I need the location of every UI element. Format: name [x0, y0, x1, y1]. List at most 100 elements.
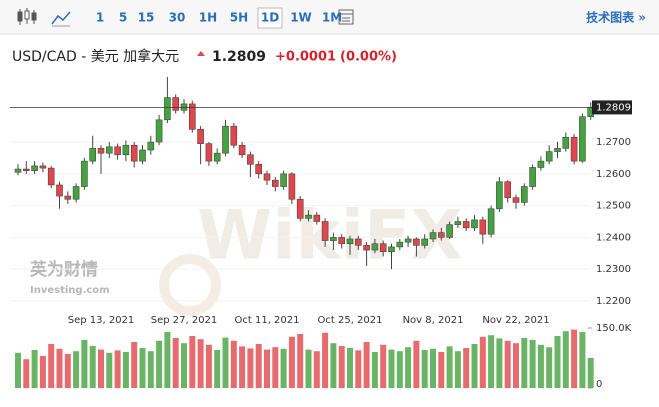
candle-body: [172, 97, 179, 111]
candle-body: [296, 198, 304, 219]
interval-button[interactable]: 1M: [322, 11, 342, 25]
volume-bar: [554, 336, 561, 388]
candle-body: [388, 246, 395, 252]
volume-bar: [430, 348, 436, 388]
candle-body: [354, 238, 362, 246]
candle-body: [520, 186, 528, 203]
candle-body: [371, 243, 379, 251]
volume-bar: [571, 329, 578, 388]
volume-bar: [39, 356, 46, 388]
interval-button[interactable]: 5: [119, 11, 127, 25]
volume-bar: [222, 337, 229, 388]
volume-bar: [438, 352, 445, 388]
volume-bar: [446, 346, 453, 388]
candle-body: [31, 165, 38, 171]
interval-button[interactable]: 1W: [290, 11, 312, 25]
volume-bar: [139, 348, 146, 388]
volume-bar: [338, 346, 345, 388]
candle-body: [429, 232, 437, 240]
volume-bar: [56, 348, 63, 388]
volume-bar: [156, 340, 163, 388]
volume-bar: [355, 350, 362, 388]
last-price: 1.2809: [212, 49, 266, 65]
volume-bar: [197, 339, 204, 388]
up-arrow: [197, 51, 205, 56]
volume-bar: [280, 348, 287, 388]
candle-body: [255, 163, 262, 175]
candle-body: [363, 245, 370, 251]
candle-body: [14, 168, 22, 173]
candle-icon[interactable]: [17, 8, 37, 25]
x-tick-label: Oct 25, 2021: [318, 315, 383, 326]
candle-body: [122, 144, 130, 156]
candle-body: [288, 173, 296, 200]
y-tick-label: 1.2700: [596, 137, 631, 148]
candle-body: [421, 238, 429, 246]
volume-bar: [205, 344, 212, 388]
interval-button[interactable]: 30: [169, 11, 186, 25]
candle-body: [446, 224, 453, 238]
candle-body: [230, 125, 238, 146]
candle-body: [205, 143, 213, 162]
candle-body: [537, 160, 545, 168]
volume-bar: [471, 344, 478, 388]
watermark-logo: [159, 254, 221, 316]
candle-body: [379, 243, 387, 252]
volume-bar: [330, 343, 337, 388]
candle-body: [197, 129, 204, 144]
volume-bar: [106, 352, 113, 388]
volume-bar: [579, 332, 586, 388]
candle-body: [213, 152, 221, 162]
candle-body: [437, 232, 445, 238]
interval-button[interactable]: 5H: [230, 11, 248, 25]
candle-body: [39, 165, 47, 169]
volume-bar: [322, 332, 329, 388]
volume-bar: [413, 340, 420, 388]
candle-body: [271, 179, 279, 187]
table-icon[interactable]: [338, 9, 354, 25]
candle-body: [487, 208, 495, 235]
candle-body: [164, 97, 171, 121]
volume-bar: [479, 336, 486, 388]
volume-bar: [147, 351, 154, 388]
candle-body: [22, 168, 30, 171]
volume-bar: [264, 349, 270, 388]
y-tick-label: 1.2600: [596, 169, 631, 180]
volume-bar: [297, 334, 304, 388]
interval-button[interactable]: 1: [96, 11, 104, 25]
candle-body: [139, 149, 146, 162]
volume-bar: [98, 349, 104, 388]
watermark-wikifx: WikiFX: [197, 197, 463, 276]
candle-body: [529, 167, 536, 187]
volume-bar: [305, 349, 312, 388]
watermark-site: Investing.com: [30, 285, 110, 296]
candle-body: [454, 221, 462, 225]
volume-bar: [504, 340, 511, 388]
candle-body: [545, 151, 553, 162]
volume-bar: [405, 347, 412, 388]
candle-body: [47, 167, 55, 186]
candle-body: [579, 116, 586, 162]
interval-button[interactable]: 1H: [199, 11, 217, 25]
y-tick-label: 1.2500: [596, 201, 631, 212]
interval-button[interactable]: 1D: [261, 11, 279, 25]
volume-bar: [239, 346, 246, 388]
line-icon[interactable]: [51, 11, 71, 25]
interval-button[interactable]: 15: [138, 11, 155, 25]
volume-bar: [288, 336, 295, 388]
x-tick-label: Nov 22, 2021: [482, 315, 549, 326]
volume-tick-label: 0: [596, 379, 602, 390]
volume-bar: [529, 340, 536, 388]
technical-chart-link[interactable]: 技术图表 »: [586, 10, 646, 25]
last-price-tag: [592, 100, 632, 115]
x-tick-label: Nov 8, 2021: [403, 315, 464, 326]
candle-body: [512, 197, 520, 203]
candle-body: [338, 237, 346, 245]
volume-bar: [521, 338, 528, 388]
candle-body: [496, 181, 503, 210]
volume-bar: [114, 350, 121, 388]
volume-bar: [181, 343, 187, 388]
candle-body: [263, 173, 271, 181]
y-tick-label: 1.2300: [596, 264, 631, 275]
